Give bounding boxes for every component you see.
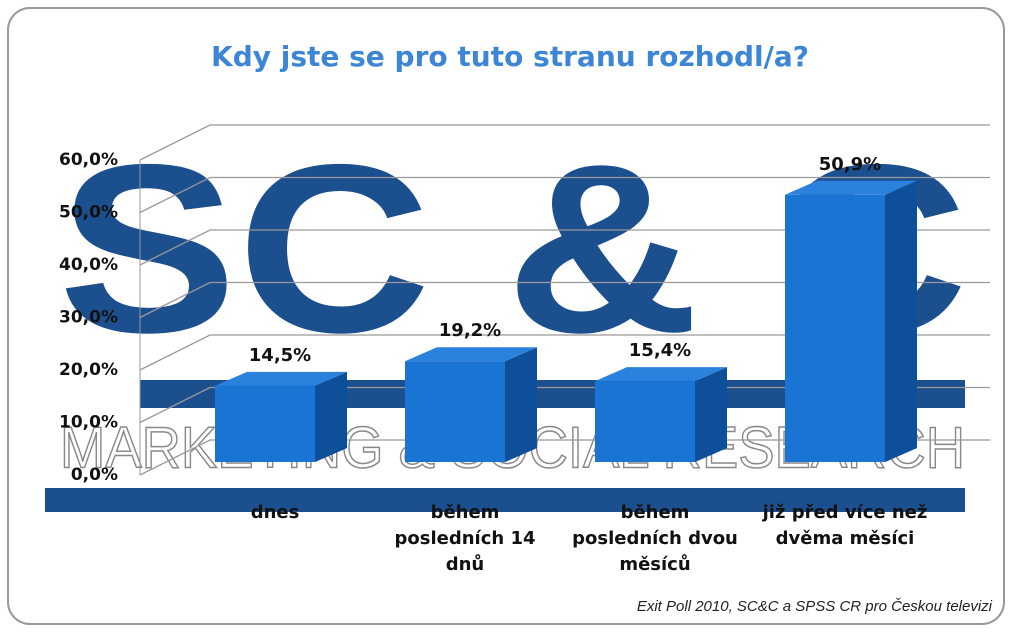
x-tick-label: dnes (250, 502, 300, 523)
x-tick-label: během posledních dvou měsíců (572, 502, 738, 575)
bar (785, 194, 885, 462)
source-note: Exit Poll 2010, SC&C a SPSS CR pro Česko… (636, 598, 992, 615)
y-tick-label: 40,0% (59, 255, 118, 275)
bar (215, 385, 315, 462)
bar-side (695, 367, 727, 462)
y-tick-label: 0,0% (71, 465, 118, 485)
y-tick-label: 60,0% (59, 150, 118, 170)
x-tick-label: během posledních 14 dnů (394, 502, 536, 575)
value-label: 15,4% (629, 340, 691, 361)
chart-title: Kdy jste se pro tuto stranu rozhodl/a? (211, 40, 809, 73)
grid-line (139, 386, 990, 424)
category-band (45, 488, 965, 512)
y-tick-label: 30,0% (59, 308, 118, 328)
frame (7, 7, 1005, 625)
grid-line (139, 229, 990, 266)
bar-top (785, 180, 917, 195)
bar-side (505, 347, 537, 462)
bar-top (595, 367, 727, 382)
bar-side (885, 180, 917, 462)
y-tick-label: 50,0% (59, 203, 118, 223)
y-tick-label: 20,0% (59, 360, 118, 380)
value-label: 14,5% (249, 345, 311, 366)
grid-line (139, 176, 990, 214)
value-label: 50,9% (819, 154, 881, 175)
y-tick-label: 10,0% (59, 413, 118, 433)
bar-top (215, 371, 347, 386)
value-label: 19,2% (439, 320, 501, 341)
bar-top (405, 347, 537, 362)
x-tick-label: již před více než dvěma měsíci (762, 502, 928, 549)
bar (405, 361, 505, 462)
grid-line (139, 334, 990, 371)
bar-side (315, 371, 347, 462)
bar (595, 381, 695, 462)
grid-line (139, 281, 990, 319)
grid-line (139, 124, 990, 161)
grid-line (139, 439, 990, 476)
